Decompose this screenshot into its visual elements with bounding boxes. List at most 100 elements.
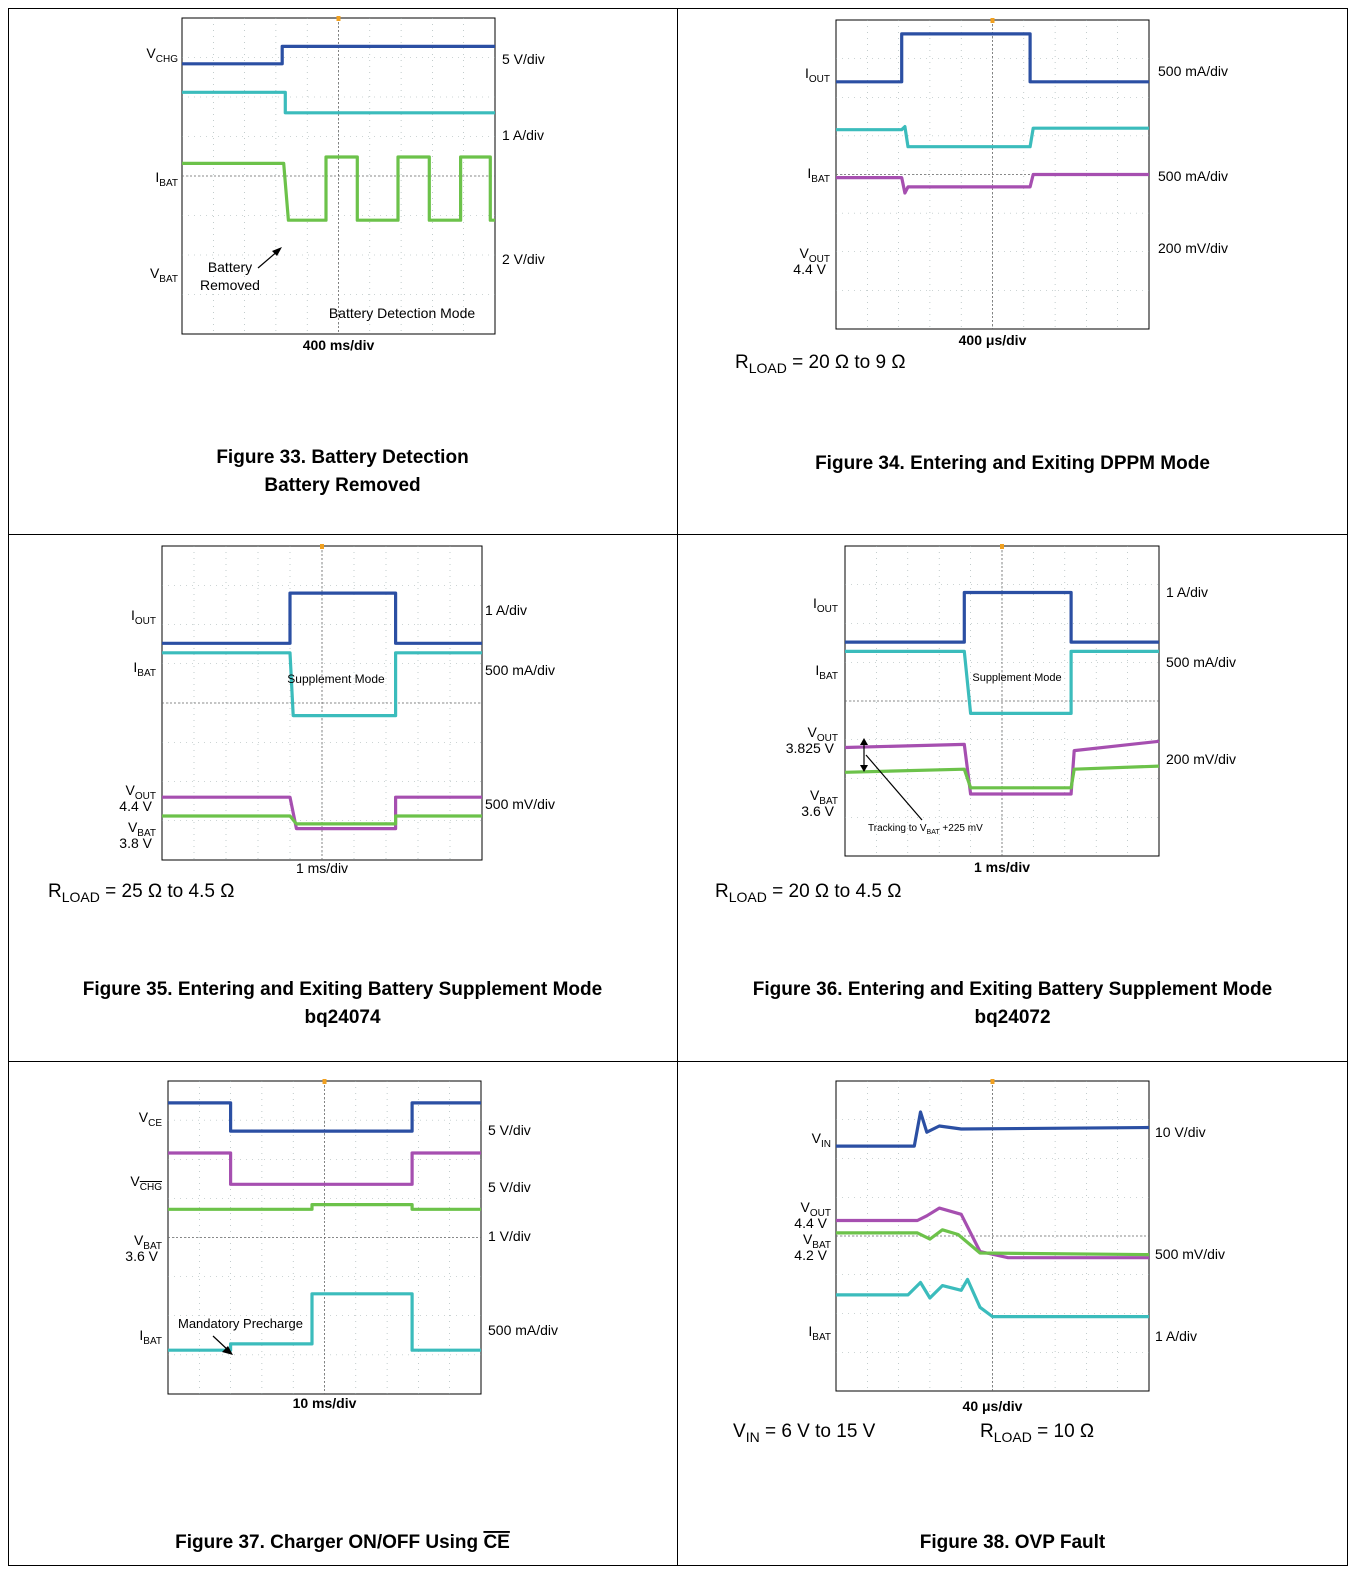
channel-label-sub: OUT bbox=[809, 74, 830, 85]
channel-label-sub: IN bbox=[821, 1139, 831, 1150]
channel-label-sub: BAT bbox=[812, 1332, 831, 1343]
figure-caption: bq24074 bbox=[304, 1007, 380, 1028]
channel-label-main: V bbox=[150, 265, 160, 281]
trace-3 bbox=[168, 1202, 481, 1211]
channel-value: 3.825 V bbox=[786, 740, 835, 756]
trace-3 bbox=[836, 1228, 1150, 1257]
annotation-arrowhead bbox=[222, 1346, 233, 1355]
scale-label: 500 mV/div bbox=[485, 796, 555, 812]
scale-label: 1 A/div bbox=[502, 127, 544, 143]
channel-label-sub: BAT bbox=[812, 1240, 831, 1251]
trace-1 bbox=[182, 44, 495, 66]
channel-label: VIN bbox=[812, 1130, 831, 1150]
test-condition-sub: LOAD bbox=[729, 889, 767, 905]
timebase-label: 1 ms/div bbox=[974, 859, 1030, 875]
channel-value: 4.4 V bbox=[119, 798, 152, 814]
channel-label-sub: OUT bbox=[809, 254, 830, 265]
timebase-label: 400 ms/div bbox=[303, 337, 375, 353]
channel-label: IOUT bbox=[805, 65, 830, 85]
channel-label-sub: CHG bbox=[140, 1182, 162, 1193]
channel-value: 3.6 V bbox=[125, 1248, 158, 1264]
channel-label-sub: BAT bbox=[811, 174, 830, 185]
channel-label: IBAT bbox=[133, 659, 156, 679]
test-condition: RLOAD = 20 Ω to 4.5 Ω bbox=[715, 881, 901, 905]
channel-label-main: I bbox=[808, 1323, 812, 1339]
trace-4 bbox=[168, 1292, 481, 1352]
channel-label-sub: BAT bbox=[819, 796, 838, 807]
channel-label-sub: CHG bbox=[156, 54, 178, 65]
channel-label-sub: OUT bbox=[810, 1208, 831, 1219]
channel-label: VCE bbox=[139, 1109, 163, 1129]
annotation-text: Battery Detection Mode bbox=[329, 305, 476, 321]
timebase-label: 40 μs/div bbox=[963, 1398, 1023, 1414]
channel-value: 4.4 V bbox=[794, 1215, 827, 1231]
channel-label: IBAT bbox=[139, 1327, 162, 1347]
test-condition-sub: LOAD bbox=[994, 1429, 1032, 1445]
channel-label: VBAT bbox=[810, 787, 838, 807]
annotation-text: Battery bbox=[208, 259, 252, 275]
channel-label-sub: BAT bbox=[159, 274, 178, 285]
channel-label-sub: BAT bbox=[143, 1241, 162, 1252]
test-condition: RLOAD = 10 Ω bbox=[980, 1421, 1094, 1445]
scale-label: 500 mA/div bbox=[488, 1322, 558, 1338]
channel-label-main: I bbox=[805, 65, 809, 81]
channel-label: IBAT bbox=[815, 662, 838, 682]
channel-value: 3.8 V bbox=[119, 835, 152, 851]
channel-label-main: V bbox=[126, 782, 136, 798]
test-condition-rest: = 10 Ω bbox=[1032, 1421, 1094, 1442]
test-condition-sub: IN bbox=[746, 1429, 760, 1445]
trace-4 bbox=[162, 814, 482, 826]
channel-label: IOUT bbox=[813, 595, 838, 615]
channel-label: VOUT bbox=[801, 1199, 831, 1219]
channel-label: VCHG bbox=[130, 1173, 162, 1193]
test-condition-main: R bbox=[715, 881, 729, 902]
annotation-arrowhead bbox=[860, 738, 868, 745]
channel-label-sub: OUT bbox=[817, 604, 838, 615]
test-condition-main: V bbox=[733, 1421, 746, 1442]
annotation-text: Mandatory Precharge bbox=[178, 1316, 303, 1331]
trace-1 bbox=[162, 591, 482, 645]
scale-label: 2 V/div bbox=[502, 251, 545, 267]
scale-label: 200 mV/div bbox=[1158, 240, 1228, 256]
channel-label-main: V bbox=[800, 245, 810, 261]
column-divider bbox=[677, 8, 678, 1566]
scale-label: 500 mA/div bbox=[1158, 168, 1228, 184]
channel-label-main: V bbox=[139, 1109, 149, 1125]
trace-2 bbox=[836, 1206, 1149, 1260]
channel-label-sub: OUT bbox=[817, 733, 838, 744]
scale-label: 1 A/div bbox=[485, 602, 527, 618]
trace-1 bbox=[845, 590, 1159, 644]
channel-label-main: V bbox=[134, 1232, 144, 1248]
scale-label: 5 V/div bbox=[488, 1179, 531, 1195]
annotation-text-main: Tracking to V bbox=[868, 823, 927, 834]
channel-label: VCHG bbox=[146, 45, 178, 65]
trace-2 bbox=[836, 124, 1149, 149]
channel-label-main: I bbox=[155, 169, 159, 185]
channel-label-main: I bbox=[815, 662, 819, 678]
channel-label-main: I bbox=[131, 607, 135, 623]
figure-caption: Figure 33. Battery Detection bbox=[216, 447, 468, 468]
channel-label: VBAT bbox=[134, 1232, 162, 1252]
channel-label-sub: BAT bbox=[143, 1336, 162, 1347]
test-condition: RLOAD = 20 Ω to 9 Ω bbox=[735, 352, 906, 376]
trace-1 bbox=[836, 1110, 1150, 1148]
trace-3 bbox=[162, 795, 482, 831]
annotation-text: Supplement Mode bbox=[972, 672, 1061, 684]
annotation-text-sub: BAT bbox=[927, 829, 941, 836]
figure-caption: bq24072 bbox=[974, 1007, 1050, 1028]
test-condition-main: R bbox=[980, 1421, 994, 1442]
trace-1 bbox=[168, 1101, 481, 1133]
figure-caption: Figure 34. Entering and Exiting DPPM Mod… bbox=[815, 453, 1210, 474]
scale-label: 200 mV/div bbox=[1166, 751, 1236, 767]
annotation-arrow bbox=[865, 754, 923, 821]
channel-label: IBAT bbox=[807, 165, 830, 185]
figure-caption-text: Figure 37. Charger ON/OFF Using bbox=[175, 1532, 483, 1553]
channel-label: VBAT bbox=[128, 819, 156, 839]
channel-label-sub: BAT bbox=[137, 668, 156, 679]
channel-label-main: V bbox=[128, 819, 138, 835]
channel-value: 4.2 V bbox=[794, 1247, 827, 1263]
